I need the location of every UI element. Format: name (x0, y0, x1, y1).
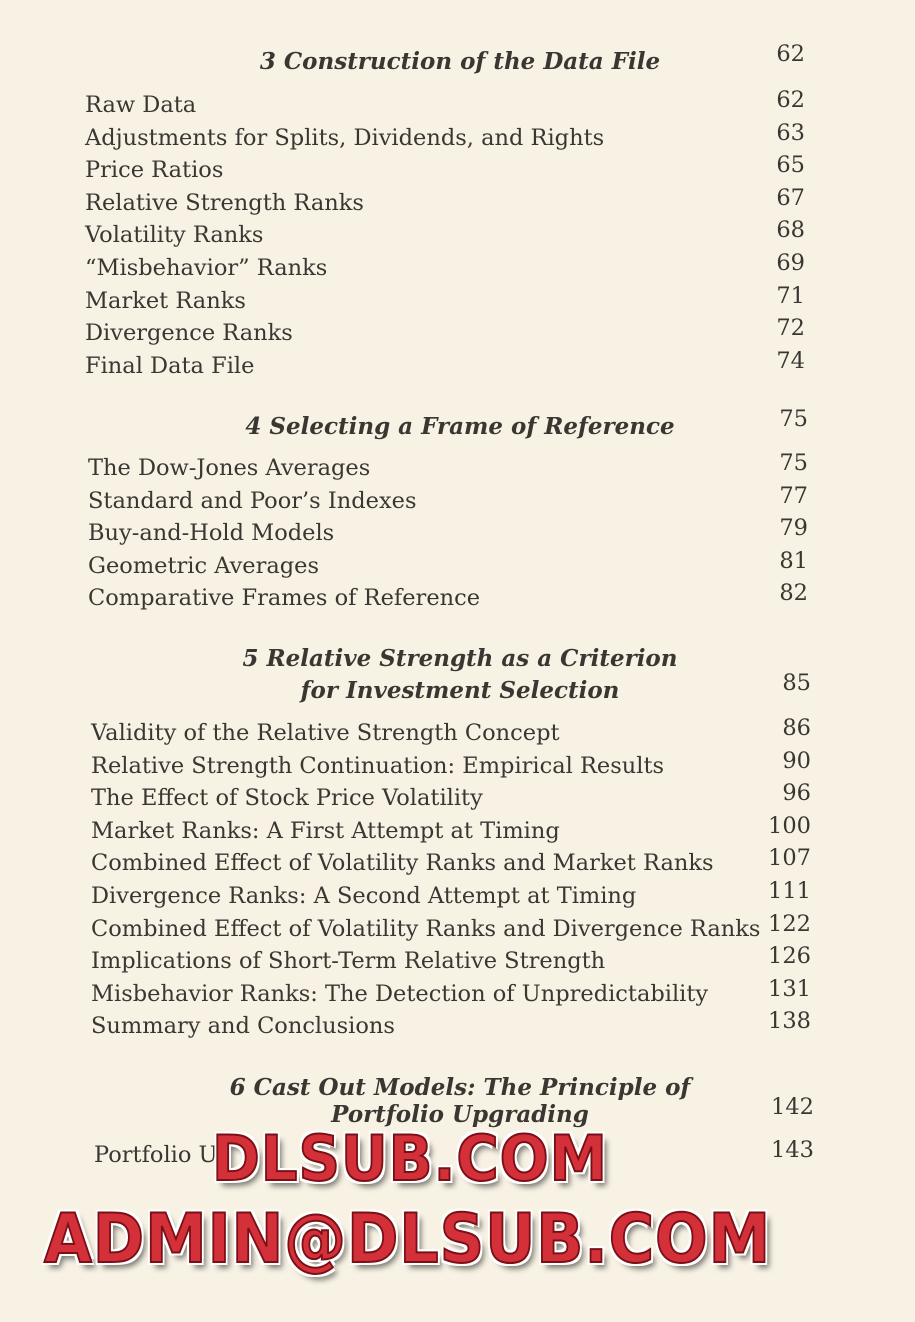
toc-entry-title: Validity of the Relative Strength Concep… (91, 720, 560, 746)
toc-entry-page: 90 (782, 747, 811, 774)
toc-entry-title: Implications of Short-Term Relative Stre… (91, 948, 606, 975)
toc-entry-page: 82 (779, 580, 808, 607)
toc-entry-title: Misbehavior Ranks: The Detection of Unpr… (91, 980, 709, 1007)
toc-entry-title: Standard and Poor’s Indexes (88, 487, 417, 514)
toc-entry-title: Volatility Ranks (85, 222, 264, 249)
toc-entry-page: 74 (776, 347, 805, 374)
toc-entry-page: 96 (782, 780, 811, 807)
toc-entry-title: Adjustments for Splits, Dividends, and R… (85, 124, 605, 151)
chapter-title: 6 Cast Out Models: The Principle of (229, 1074, 691, 1101)
toc-entry-page: 63 (776, 119, 805, 146)
toc-entry-page: 122 (768, 910, 811, 937)
toc-entry-title: Market Ranks (85, 287, 246, 314)
toc-entry-title: Buy-and-Hold Models (88, 520, 335, 547)
toc-entry-title: Market Ranks: A First Attempt at Timing (91, 817, 560, 844)
toc-entry-page: 111 (768, 878, 811, 904)
toc-entry-page: 79 (779, 515, 808, 542)
toc-entry-title: Portfolio U (94, 1142, 218, 1168)
toc-entry-page: 86 (782, 715, 811, 741)
toc-entry-title: The Dow-Jones Averages (88, 455, 371, 481)
toc-entry-title: Combined Effect of Volatility Ranks and … (91, 915, 761, 942)
chapter-page-number: 75 (779, 406, 808, 432)
toc-entry-page: 143 (771, 1137, 814, 1163)
toc-entry-title: Raw Data (85, 92, 197, 118)
toc-entry-title: Divergence Ranks (85, 320, 293, 347)
chapter-title: 5 Relative Strength as a Criterion (242, 645, 678, 672)
toc-entry-page: 100 (768, 812, 811, 839)
chapter-page-number: 142 (771, 1094, 814, 1120)
toc-entry-page: 68 (776, 217, 805, 244)
toc-entry-page: 107 (768, 845, 811, 872)
watermark-email: ADMIN@DLSUB.COM (43, 1199, 772, 1280)
toc-entry-title: Comparative Frames of Reference (88, 585, 481, 612)
toc-entry-title: Combined Effect of Volatility Ranks and … (91, 850, 714, 877)
toc-entry-title: Final Data File (85, 352, 255, 379)
chapter-title: 4 Selecting a Frame of Reference (245, 413, 675, 440)
toc-entry-page: 65 (776, 152, 805, 179)
chapter-title-continued: for Investment Selection (300, 677, 620, 704)
toc-entry-page: 81 (779, 547, 808, 574)
toc-entry-page: 71 (776, 282, 805, 309)
toc-entry-title: “Misbehavior” Ranks (85, 255, 328, 281)
chapter-title: 3 Construction of the Data File (259, 48, 661, 75)
toc-entry-page: 69 (776, 250, 805, 276)
toc-entry-title: The Effect of Stock Price Volatility (91, 785, 483, 812)
chapter-page-number: 62 (776, 41, 805, 67)
watermark-site: DLSUB.COM (211, 1121, 608, 1196)
toc-entry-title: Relative Strength Continuation: Empirica… (91, 752, 665, 779)
toc-entry-title: Geometric Averages (88, 552, 320, 579)
toc-entry-page: 126 (768, 943, 811, 970)
toc-entry-page: 77 (779, 482, 808, 509)
toc-entry-page: 131 (768, 975, 811, 1002)
chapter-title-continued: Portfolio Upgrading (331, 1101, 589, 1128)
toc-entry-title: Summary and Conclusions (91, 1013, 395, 1040)
toc-entry-title: Relative Strength Ranks (85, 189, 364, 216)
toc-entry-title: Divergence Ranks: A Second Attempt at Ti… (91, 883, 637, 909)
toc-entry-title: Price Ratios (85, 157, 224, 184)
toc-entry-page: 67 (776, 184, 805, 211)
toc-entry-page: 72 (776, 315, 805, 342)
chapter-page-number: 85 (782, 670, 811, 696)
toc-entry-page: 75 (779, 450, 808, 476)
toc-entry-page: 138 (768, 1008, 811, 1035)
toc-entry-page: 62 (776, 87, 805, 113)
